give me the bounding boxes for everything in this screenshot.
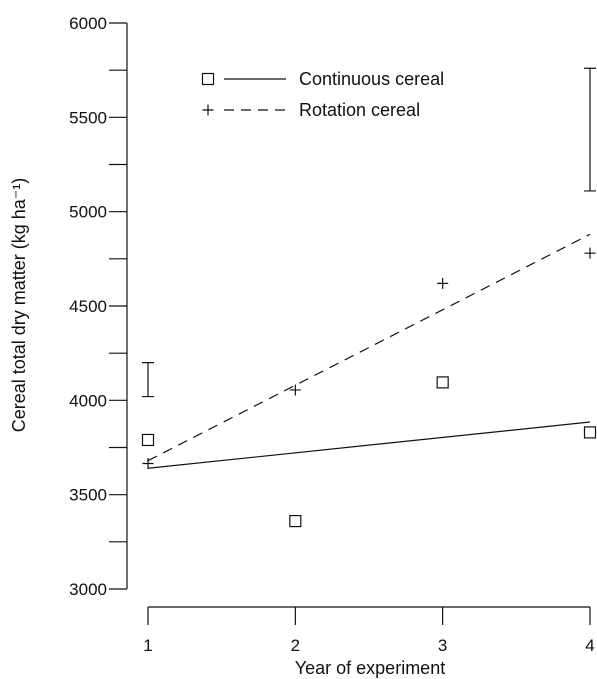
legend: Continuous cereal Rotation cereal bbox=[201, 69, 444, 120]
data-point-series-2 bbox=[437, 277, 449, 289]
fit-lines bbox=[147, 233, 591, 469]
y-axis: 3000 3500 4000 4500 5000 5500 6000 bbox=[69, 14, 128, 599]
x-axis: 1 2 3 4 bbox=[143, 606, 595, 655]
y-tick-label: 3500 bbox=[69, 486, 107, 505]
y-tick-label: 5500 bbox=[69, 108, 107, 127]
x-tick-label: 3 bbox=[438, 636, 447, 655]
data-point-series-2 bbox=[289, 384, 301, 396]
y-tick-label: 4500 bbox=[69, 297, 107, 316]
y-axis-label: Cereal total dry matter (kg ha⁻¹) bbox=[9, 178, 29, 433]
error-bars bbox=[142, 67, 596, 398]
legend-marker-series-1 bbox=[201, 72, 215, 86]
data-point-series-2 bbox=[584, 247, 596, 259]
x-tick-label: 2 bbox=[291, 636, 300, 655]
legend-label-series-2: Rotation cereal bbox=[299, 100, 420, 120]
data-point-series-2 bbox=[142, 458, 154, 470]
x-tick-label: 1 bbox=[143, 636, 152, 655]
data-point-series-1 bbox=[289, 514, 302, 528]
y-tick-label: 6000 bbox=[69, 14, 107, 33]
error-bar bbox=[142, 362, 154, 398]
y-tick-label: 5000 bbox=[69, 203, 107, 222]
x-axis-label: Year of experiment bbox=[295, 658, 445, 678]
legend-label-series-1: Continuous cereal bbox=[299, 69, 444, 89]
fit-line-series-1 bbox=[147, 421, 591, 469]
data-point-series-1 bbox=[436, 376, 449, 389]
fit-line-series-2 bbox=[147, 233, 591, 462]
data-points bbox=[141, 247, 597, 528]
data-point-series-1 bbox=[583, 426, 597, 439]
y-tick-label: 4000 bbox=[69, 391, 107, 410]
y-tick-label: 3000 bbox=[69, 580, 107, 599]
error-bar bbox=[584, 67, 596, 192]
legend-marker-series-2 bbox=[202, 104, 214, 116]
data-point-series-1 bbox=[141, 433, 155, 447]
x-tick-label: 4 bbox=[585, 636, 594, 655]
